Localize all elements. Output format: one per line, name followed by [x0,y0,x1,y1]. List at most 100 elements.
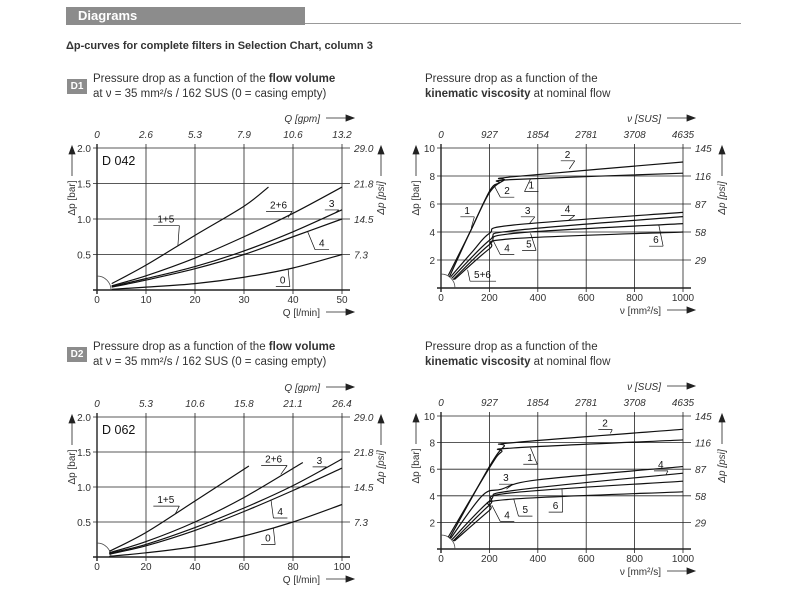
curve-label-leader [513,498,533,517]
series-curve-5 [452,223,684,281]
desc-bold: kinematic viscosity [425,88,531,100]
x2-tick-label: 5.3 [188,130,202,141]
curve-label-leader [653,470,669,475]
curve-label: 4 [658,460,664,471]
series-curve-4 [451,216,684,279]
curve-label: 5+6 [474,270,491,281]
curve-label: 6 [653,235,659,246]
x-tick-label: 1000 [672,554,695,565]
desc-text: at ν = 35 mm²/s / 162 SUS (0 = casing em… [93,88,327,100]
y2-tick-label: 14.5 [354,483,374,494]
arrow-right-icon [667,382,697,390]
origin-arc [96,275,112,291]
curve-label-leader [649,224,664,247]
y2-tick-label: 29.0 [353,144,374,155]
arrow-up-icon [718,144,726,176]
curve-label-leader [275,269,291,287]
curve-label-leader [499,483,514,490]
desc-bold: flow volume [268,341,336,353]
viscosity-description-d2: Pressure drop as a function of the kinem… [425,340,610,370]
x2-tick-label: 7.9 [237,130,251,141]
y2-tick-label: 145 [695,144,712,155]
series-curve-1+5 [108,465,250,552]
y-axis-title: Δp [bar] [67,180,78,215]
desc-text: Pressure drop as a function of the [425,341,598,353]
curve-label: 4 [504,244,510,255]
y-tick-label: 8 [429,172,435,183]
curve-label-leader [492,240,515,255]
curve-label-leader [460,216,475,228]
y-tick-label: 2 [429,256,435,267]
curve-label: 4 [319,239,325,250]
curve-label: 2+6 [265,455,282,466]
x2-axis-title: ν [SUS] [627,382,661,393]
y2-tick-label: 14.5 [354,215,374,226]
x2-tick-label: 2781 [574,130,597,141]
viscosity-description-d1: Pressure drop as a function of the kinem… [425,72,610,102]
x-tick-label: 200 [481,554,498,565]
x2-tick-label: 1854 [527,130,550,141]
x-tick-label: 60 [238,562,250,573]
diagram-badge-d2: D2 [67,347,87,362]
desc-bold: flow volume [268,73,336,85]
y-tick-label: 2.0 [77,413,91,424]
y2-tick-label: 29 [694,518,707,529]
x2-tick-label: 2.6 [138,130,153,141]
page-subtitle: Δp-curves for complete filters in Select… [66,40,373,52]
x2-tick-label: 0 [438,130,444,141]
curve-label: 4 [565,204,571,215]
series-curve-0 [111,253,343,290]
x2-axis-title: Q [gpm] [284,114,320,125]
origin-arc [96,542,112,558]
y-tick-label: 1.0 [77,483,91,494]
desc-text: Pressure drop as a function of the [425,73,598,85]
x-tick-label: 20 [189,295,201,306]
y-tick-label: 2 [429,518,435,529]
y2-tick-label: 116 [695,439,711,450]
curve-label: 3 [525,206,531,217]
y2-axis-title: Δp [psi] [376,181,387,216]
arrow-right-icon [667,567,697,575]
curve-label: 6 [553,501,559,512]
arrow-right-icon [326,114,356,122]
curve-label: 5 [522,505,528,516]
x2-tick-label: 15.8 [234,399,254,410]
curve-label-leader [324,209,340,214]
x-axis-title: Q [l/min] [283,575,320,586]
y-axis-title: Δp [bar] [411,180,422,215]
curve-label-leader [493,185,515,198]
x-tick-label: 100 [334,562,351,573]
curve-label-leader [523,447,538,465]
y2-tick-label: 21.8 [353,448,374,459]
desc-text: Pressure drop as a function of the [93,341,269,353]
curve-label: 0 [265,534,271,545]
curve-label-leader [560,160,576,170]
x2-tick-label: 10.6 [283,130,303,141]
flow-description-d1: Pressure drop as a function of the flow … [93,72,335,102]
series-curve-4 [451,472,684,541]
x2-tick-label: 26.4 [331,399,352,410]
arrow-up-icon [68,413,76,445]
curve-label: 1 [528,181,534,192]
y-tick-label: 0.5 [77,518,91,529]
y-tick-label: 8 [429,439,435,450]
curve-label-leader [266,211,293,218]
x-tick-label: 40 [287,295,299,306]
y-tick-label: 6 [429,200,435,211]
series-curve-3 [450,465,684,539]
section-header: Diagrams [66,7,305,25]
arrow-right-icon [326,575,356,583]
x2-axis-title: ν [SUS] [627,114,661,125]
x-tick-label: 80 [287,562,299,573]
x-tick-label: 10 [140,295,152,306]
x2-tick-label: 0 [94,399,100,410]
arrow-up-icon [377,144,385,176]
curve-label-leader [491,504,515,522]
x2-tick-label: 927 [481,398,498,409]
curve-label-leader [153,225,180,247]
header-divider [305,23,741,24]
series-curve-4 [111,218,343,288]
curve-label-leader [261,465,288,475]
